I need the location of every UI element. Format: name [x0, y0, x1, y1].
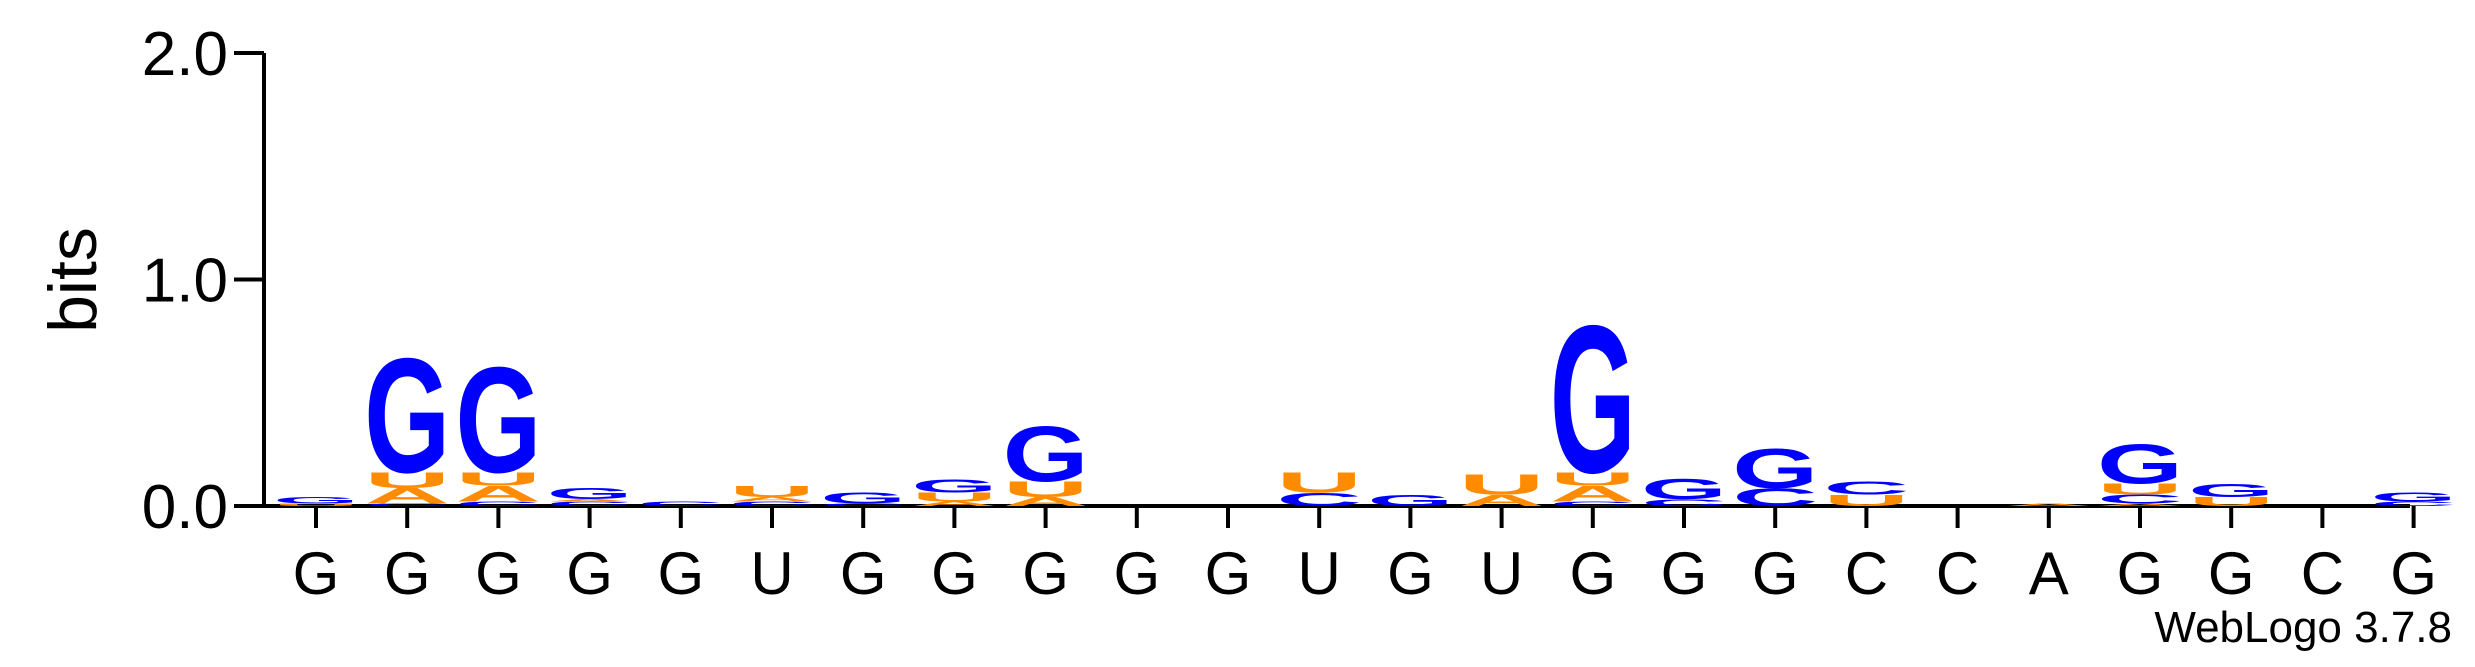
logo-letter: G — [1003, 411, 1089, 498]
logo-letter: G — [273, 495, 359, 505]
logo-letter: G — [364, 324, 450, 507]
x-tick-label: G — [1387, 540, 1434, 607]
logo-letter: A — [1459, 492, 1545, 510]
logo-letter: U — [455, 469, 541, 490]
logo-letter: A — [2097, 503, 2183, 507]
x-tick-label: G — [1661, 540, 1708, 607]
logo-letter: A — [1550, 482, 1636, 507]
logo-letter: C — [364, 503, 450, 507]
x-tick-label: G — [1022, 540, 1069, 607]
logo-letter: U — [364, 468, 450, 493]
y-tick-label: 1.0 — [142, 247, 228, 316]
logo-letter: A — [364, 484, 450, 509]
x-tick-label: C — [1845, 540, 1888, 607]
x-tick-label: G — [1205, 540, 1252, 607]
logo-letter: U — [911, 490, 997, 504]
logo-letter: C — [2371, 500, 2457, 507]
logo-letter: G — [1641, 473, 1727, 505]
logo-letter: C — [2097, 492, 2183, 506]
logo-letter: U — [1276, 467, 1362, 499]
x-tick-label: G — [840, 540, 887, 607]
logo-letter: C — [1550, 500, 1636, 507]
x-tick-label: G — [1569, 540, 1616, 607]
x-tick-label: A — [2029, 540, 2069, 607]
logo-letter: A — [455, 482, 541, 507]
logo-letter: G — [2097, 432, 2183, 495]
logo-letter: A — [547, 499, 633, 503]
logo-letter: A — [2006, 503, 2092, 507]
logo-letter: A — [1003, 495, 1089, 509]
logo-letter: A — [911, 500, 997, 507]
logo-letter: C — [729, 500, 815, 507]
x-tick-label: G — [384, 540, 431, 607]
logo-letter: U — [1003, 477, 1089, 502]
logo-letter: U — [1550, 469, 1636, 490]
x-tick-label: U — [750, 540, 793, 607]
x-tick-label: G — [293, 540, 340, 607]
logo-letter: C — [638, 500, 724, 507]
logo-letter: U — [2097, 481, 2183, 499]
logo-letter: G — [2188, 480, 2274, 501]
logo-letter: C — [820, 503, 906, 507]
logo-letter: C — [547, 500, 633, 507]
x-tick-label: U — [1480, 540, 1523, 607]
x-tick-label: G — [657, 540, 704, 607]
y-axis-label: bits — [35, 227, 111, 333]
logo-letter: G — [820, 490, 906, 508]
logo-letter: C — [455, 500, 541, 507]
logo-letter: G — [1732, 437, 1818, 500]
logo-letter: C — [1641, 498, 1727, 508]
x-tick-label: G — [1113, 540, 1160, 607]
logo-letter: G — [911, 476, 997, 497]
x-tick-label: G — [1752, 540, 1799, 607]
x-tick-label: G — [2208, 540, 2255, 607]
x-tick-label: U — [1298, 540, 1341, 607]
logo-letter: C — [1276, 489, 1362, 510]
y-tick-label: 2.0 — [142, 20, 228, 89]
logo-letter: U — [2188, 495, 2274, 509]
x-tick-label: G — [475, 540, 522, 607]
x-tick-label: G — [2117, 540, 2164, 607]
x-tick-label: G — [931, 540, 978, 607]
x-tick-label: G — [2390, 540, 2437, 607]
logo-letter: U — [273, 503, 359, 507]
footer: WebLogo 3.7.8 — [2154, 603, 2452, 652]
logo-letter: U — [1823, 492, 1909, 510]
x-tick-label: C — [1936, 540, 1979, 607]
logo-letter: G — [1550, 282, 1636, 517]
x-tick-label: C — [2301, 540, 2344, 607]
logo-letter: G — [547, 485, 633, 503]
logo-letter: U — [1459, 469, 1545, 501]
logo-letter: C — [1823, 478, 1909, 499]
logo-letter: G — [2371, 490, 2457, 504]
logo-letter: C — [1732, 484, 1818, 512]
y-tick-label: 0.0 — [142, 473, 228, 542]
logo-letter: G — [1367, 492, 1453, 510]
logo-letter: U — [729, 483, 815, 501]
x-tick-label: G — [566, 540, 613, 607]
logo-letter: G — [455, 336, 541, 505]
logo-letter: A — [729, 496, 815, 503]
